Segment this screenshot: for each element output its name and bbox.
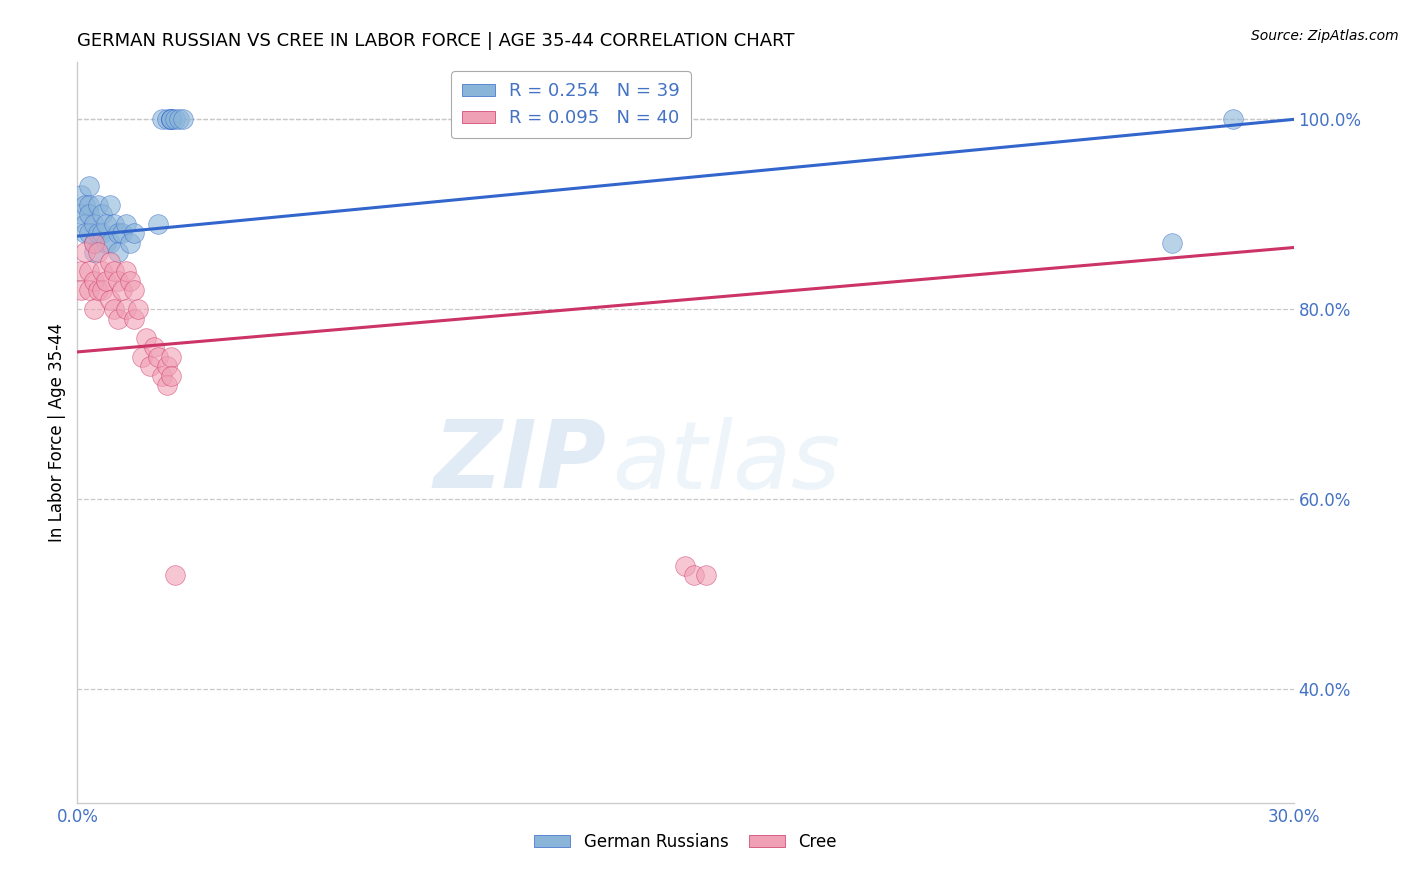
Text: Source: ZipAtlas.com: Source: ZipAtlas.com: [1251, 29, 1399, 43]
Point: [115, 217, 138, 231]
Point: [79, 207, 101, 221]
Point: [83, 235, 105, 250]
Point: [90, 227, 112, 241]
Point: [159, 112, 181, 127]
Point: [79, 198, 101, 212]
Point: [127, 302, 149, 317]
Point: [1161, 235, 1184, 250]
Point: [79, 283, 101, 297]
Point: [143, 340, 166, 354]
Point: [163, 112, 186, 127]
Point: [682, 568, 704, 582]
Point: [83, 217, 105, 231]
Text: ZIP: ZIP: [433, 417, 606, 508]
Point: [86, 283, 108, 297]
Point: [163, 568, 186, 582]
Point: [155, 112, 177, 127]
Text: GERMAN RUSSIAN VS CREE IN LABOR FORCE | AGE 35-44 CORRELATION CHART: GERMAN RUSSIAN VS CREE IN LABOR FORCE | …: [77, 32, 794, 50]
Text: atlas: atlas: [613, 417, 841, 508]
Point: [155, 359, 177, 374]
Point: [98, 254, 121, 268]
Point: [148, 350, 170, 364]
Point: [86, 198, 108, 212]
Point: [94, 274, 117, 288]
Point: [90, 207, 112, 221]
Point: [79, 178, 101, 193]
Point: [86, 227, 108, 241]
Point: [159, 112, 181, 127]
Point: [118, 235, 141, 250]
Point: [131, 350, 153, 364]
Point: [94, 235, 117, 250]
Point: [70, 264, 93, 278]
Point: [103, 302, 125, 317]
Point: [70, 188, 93, 202]
Point: [103, 217, 125, 231]
Point: [115, 264, 138, 278]
Point: [159, 350, 181, 364]
Point: [159, 112, 181, 127]
Point: [107, 227, 129, 241]
Point: [98, 293, 121, 307]
Point: [70, 283, 93, 297]
Point: [122, 227, 145, 241]
Point: [107, 274, 129, 288]
Point: [172, 112, 194, 127]
Point: [1222, 112, 1244, 127]
Point: [70, 207, 93, 221]
Point: [79, 264, 101, 278]
Point: [90, 283, 112, 297]
Point: [107, 311, 129, 326]
Point: [107, 245, 129, 260]
Point: [90, 264, 112, 278]
Point: [94, 217, 117, 231]
Point: [159, 368, 181, 383]
Point: [103, 264, 125, 278]
Point: [75, 227, 97, 241]
Point: [83, 245, 105, 260]
Point: [115, 302, 138, 317]
Point: [695, 568, 717, 582]
Point: [122, 283, 145, 297]
Point: [148, 217, 170, 231]
Point: [111, 283, 134, 297]
Point: [167, 112, 190, 127]
Point: [75, 217, 97, 231]
Point: [111, 227, 134, 241]
Point: [135, 331, 157, 345]
Point: [83, 274, 105, 288]
Point: [139, 359, 162, 374]
Point: [75, 198, 97, 212]
Point: [98, 235, 121, 250]
Y-axis label: In Labor Force | Age 35-44: In Labor Force | Age 35-44: [48, 323, 66, 542]
Point: [122, 311, 145, 326]
Legend: German Russians, Cree: German Russians, Cree: [527, 826, 844, 857]
Point: [159, 112, 181, 127]
Point: [86, 245, 108, 260]
Point: [83, 302, 105, 317]
Point: [118, 274, 141, 288]
Point: [152, 368, 174, 383]
Point: [675, 558, 697, 573]
Point: [155, 378, 177, 392]
Point: [98, 198, 121, 212]
Point: [75, 245, 97, 260]
Point: [83, 235, 105, 250]
Point: [79, 227, 101, 241]
Point: [152, 112, 174, 127]
